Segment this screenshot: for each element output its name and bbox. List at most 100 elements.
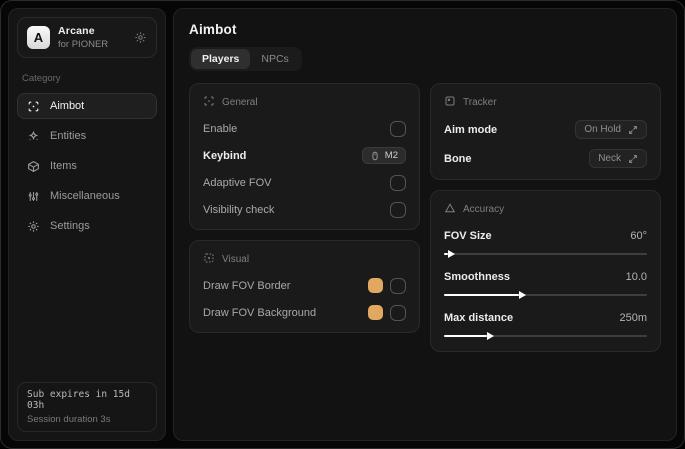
aim-mode-label: Aim mode [444, 123, 498, 136]
accuracy-card: Accuracy FOV Size 60° Smoothness [430, 190, 661, 352]
fov-border-color-swatch[interactable] [368, 278, 383, 293]
sliders-icon [27, 190, 40, 203]
visibility-check-label: Visibility check [203, 203, 275, 216]
enable-label: Enable [203, 122, 238, 135]
aim-mode-row: Aim mode On Hold [444, 120, 647, 139]
crosshair-icon [27, 100, 40, 113]
max-distance-slider[interactable] [444, 332, 647, 340]
session-duration-text: Session duration 3s [27, 414, 111, 425]
accuracy-card-title: Accuracy [463, 204, 505, 215]
adaptive-fov-checkbox[interactable] [390, 174, 406, 191]
sidebar-item-aimbot[interactable]: Aimbot [17, 93, 157, 119]
general-card-title: General [222, 97, 258, 108]
subscription-info: Sub expires in 15d 03h Session duration … [17, 382, 157, 432]
tab-npcs[interactable]: NPCs [261, 53, 289, 65]
max-distance-row: Max distance 250m [444, 309, 647, 326]
slider-track [444, 335, 647, 337]
sidebar-item-label: Settings [50, 220, 90, 232]
smoothness-row: Smoothness 10.0 [444, 268, 647, 285]
fov-size-label: FOV Size [444, 229, 492, 242]
keybind-button[interactable]: M2 [361, 147, 406, 164]
gear-icon[interactable] [134, 31, 147, 44]
fov-background-color-swatch[interactable] [368, 305, 383, 320]
visual-card-title: Visual [222, 254, 250, 265]
aim-mode-select[interactable]: On Hold [575, 120, 647, 139]
category-label: Category [22, 73, 61, 84]
keybind-value: M2 [384, 150, 398, 161]
slider-fill [444, 291, 527, 299]
sidebar-item-items[interactable]: Items [17, 153, 157, 179]
slider-handle[interactable] [448, 250, 456, 258]
slider-track [444, 253, 647, 255]
sidebar-item-label: Aimbot [50, 100, 85, 112]
logo-card: A Arcane for PIONER [17, 17, 157, 58]
eye-icon [203, 252, 215, 267]
mouse-icon [372, 151, 378, 160]
visibility-check-checkbox[interactable] [390, 201, 406, 218]
fov-border-row: Draw FOV Border [203, 277, 406, 294]
enable-checkbox[interactable] [390, 120, 406, 137]
frame-icon [444, 95, 456, 110]
gear-icon [27, 220, 40, 233]
aim-mode-value: On Hold [584, 124, 621, 135]
fov-size-slider[interactable] [444, 250, 647, 258]
page-title: Aimbot [189, 22, 237, 37]
slider-fill [444, 250, 456, 258]
general-card-header: General [203, 95, 406, 110]
keybind-label: Keybind [203, 149, 247, 162]
cards-grid: General Enable Keybind M2 [189, 83, 661, 352]
smoothness-slider[interactable] [444, 291, 647, 299]
sidebar: A Arcane for PIONER Category Aimbot [8, 8, 166, 441]
tab-group: Players NPCs [189, 47, 302, 71]
fov-background-label: Draw FOV Background [203, 306, 317, 319]
slider-handle[interactable] [486, 332, 494, 340]
triangle-icon [444, 202, 456, 217]
bone-label: Bone [444, 152, 472, 165]
cube-icon [27, 160, 40, 173]
entities-icon [27, 130, 40, 143]
visual-card: Visual Draw FOV Border Draw FOV Backgrou… [189, 240, 420, 333]
slider-handle[interactable] [519, 291, 527, 299]
expand-icon [629, 154, 637, 163]
logo-text: Arcane for PIONER [58, 25, 126, 50]
sidebar-item-label: Miscellaneous [50, 190, 120, 202]
enable-row: Enable [203, 120, 406, 137]
fov-background-checkbox[interactable] [390, 304, 406, 321]
sidebar-item-label: Items [50, 160, 77, 172]
app-title: Arcane [58, 25, 95, 37]
tracker-card: Tracker Aim mode On Hold Bone [430, 83, 661, 180]
expand-icon [629, 125, 637, 134]
sidebar-item-entities[interactable]: Entities [17, 123, 157, 149]
right-column: Tracker Aim mode On Hold Bone [430, 83, 661, 352]
left-column: General Enable Keybind M2 [189, 83, 420, 333]
general-card: General Enable Keybind M2 [189, 83, 420, 230]
bone-select[interactable]: Neck [589, 149, 647, 168]
slider-fill [444, 332, 494, 340]
fov-background-row: Draw FOV Background [203, 304, 406, 321]
sub-expires-text: Sub expires in 15d 03h [27, 389, 130, 411]
sidebar-item-settings[interactable]: Settings [17, 213, 157, 239]
max-distance-label: Max distance [444, 311, 514, 324]
app-subtitle: for PIONER [58, 39, 109, 50]
app-logo: A [27, 26, 50, 49]
visual-card-header: Visual [203, 252, 406, 267]
keybind-row: Keybind M2 [203, 147, 406, 164]
visibility-check-row: Visibility check [203, 201, 406, 218]
fov-size-row: FOV Size 60° [444, 227, 647, 244]
sidebar-item-label: Entities [50, 130, 87, 142]
fov-size-value: 60° [630, 229, 647, 242]
fov-border-checkbox[interactable] [390, 277, 406, 294]
bone-value: Neck [598, 153, 621, 164]
tracker-card-header: Tracker [444, 95, 647, 110]
accuracy-card-header: Accuracy [444, 202, 647, 217]
max-distance-value: 250m [619, 311, 647, 324]
smoothness-value: 10.0 [625, 270, 647, 283]
scan-icon [203, 95, 215, 110]
sidebar-item-miscellaneous[interactable]: Miscellaneous [17, 183, 157, 209]
tab-players[interactable]: Players [191, 49, 251, 69]
bone-row: Bone Neck [444, 149, 647, 168]
adaptive-fov-row: Adaptive FOV [203, 174, 406, 191]
fov-border-label: Draw FOV Border [203, 279, 291, 292]
tracker-card-title: Tracker [463, 97, 497, 108]
